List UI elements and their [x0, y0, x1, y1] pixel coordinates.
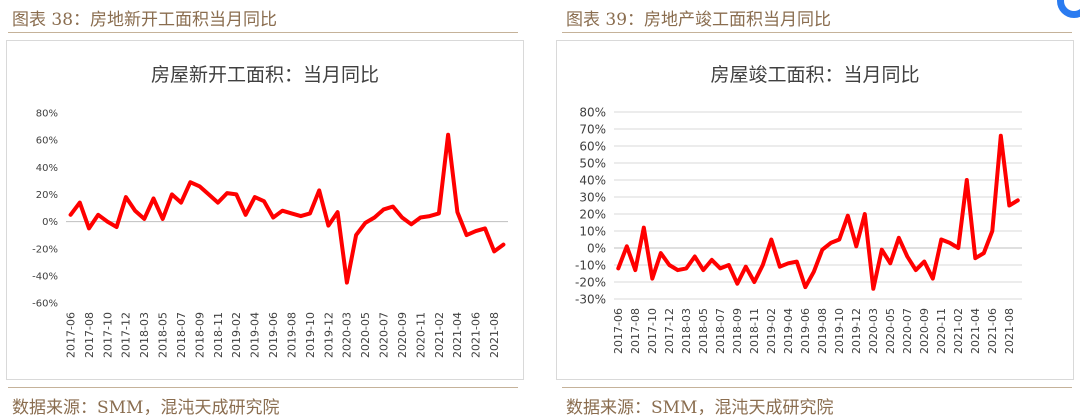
figure-caption-right: 图表 39：房地产竣工面积当月同比	[566, 10, 832, 30]
y-tick-label: 20%	[579, 207, 606, 221]
x-tick-label: 2019-02	[230, 312, 243, 358]
x-tick-label: 2017-08	[629, 308, 642, 354]
x-tick-label: 2020-07	[901, 308, 914, 354]
x-tick-label: 2019-10	[833, 308, 846, 354]
x-tick-label: 2017-06	[612, 308, 625, 354]
x-tick-label: 2018-07	[714, 308, 727, 354]
x-tick-label: 2017-08	[83, 312, 96, 358]
x-tick-label: 2021-02	[433, 312, 446, 358]
chart-right-title: 房屋竣工面积：当月同比	[710, 64, 919, 86]
y-tick-label: -10%	[575, 258, 606, 272]
x-tick-label: 2017-12	[663, 308, 676, 354]
x-tick-label: 2021-08	[488, 312, 501, 358]
y-tick-label: 60%	[579, 139, 606, 153]
y-tick-label: 80%	[579, 105, 606, 119]
y-tick-label: 0%	[587, 241, 606, 255]
chart-left-title: 房屋新开工面积：当月同比	[151, 64, 379, 86]
y-tick-label: -40%	[32, 271, 58, 282]
x-tick-label: 2018-11	[212, 312, 225, 358]
x-tick-label: 2019-08	[285, 312, 298, 358]
series-line	[616, 133, 1020, 291]
x-tick-label: 2020-05	[884, 308, 897, 354]
x-tick-label: 2019-10	[304, 312, 317, 358]
y-tick-label: 10%	[579, 224, 606, 238]
x-tick-label: 2021-04	[969, 308, 982, 354]
x-tick-label: 2020-09	[396, 312, 409, 358]
x-tick-label: 2020-11	[414, 312, 427, 358]
x-tick-label: 2020-03	[341, 312, 354, 358]
chart-right: 房屋竣工面积：当月同比 80% 70% 60% 50% 40% 30% 20% 10% 0% -1…	[556, 40, 1074, 380]
x-tick-label: 2019-08	[816, 308, 829, 354]
x-tick-label: 2021-02	[952, 308, 965, 354]
y-tick-label: -60%	[32, 299, 58, 310]
y-tick-label: 30%	[579, 190, 606, 204]
accent-circle-inner	[1064, 0, 1080, 11]
y-tick-label: 40%	[36, 163, 58, 174]
x-tick-label: 2018-05	[157, 312, 170, 358]
series-line	[68, 132, 506, 285]
y-tick-label: -30%	[575, 292, 606, 306]
y-tick-label: 70%	[579, 122, 606, 136]
x-tick-label: 2019-06	[267, 312, 280, 358]
source-right: 数据来源：SMM，混沌天成研究院	[566, 398, 834, 418]
x-tick-label: 2017-10	[101, 312, 114, 358]
x-tick-label: 2020-03	[867, 308, 880, 354]
chart-left-svg: 房屋新开工面积：当月同比 80%60%40%20%0%-20%-40%-60% …	[6, 40, 524, 380]
source-left: 数据来源：SMM，混沌天成研究院	[12, 398, 280, 418]
x-tick-label: 2019-04	[249, 312, 262, 358]
x-tick-label: 2018-09	[731, 308, 744, 354]
x-tick-label: 2019-12	[322, 312, 335, 358]
x-tick-label: 2018-07	[175, 312, 188, 358]
x-tick-label: 2021-06	[986, 308, 999, 354]
figure-caption-left: 图表 38：房地新开工面积当月同比	[12, 10, 278, 30]
caption-rule-left	[8, 32, 518, 33]
x-tick-label: 2020-07	[378, 312, 391, 358]
source-rule-right	[562, 387, 1072, 388]
x-tick-label: 2018-11	[748, 308, 761, 354]
y-tick-label: 0%	[42, 217, 58, 228]
chart-right-svg: 房屋竣工面积：当月同比 80% 70% 60% 50% 40% 30% 20% 10% 0% -1…	[556, 40, 1074, 380]
x-tick-label: 2019-12	[850, 308, 863, 354]
caption-rule-right	[562, 32, 1072, 33]
y-tick-label: 80%	[36, 109, 58, 120]
x-tick-label: 2021-06	[470, 312, 483, 358]
y-tick-label: 20%	[36, 190, 58, 201]
x-tick-label: 2019-04	[782, 308, 795, 354]
source-rule-left	[8, 387, 518, 388]
y-tick-label: 60%	[36, 136, 58, 147]
y-tick-label: -20%	[32, 244, 58, 255]
x-tick-label: 2018-05	[697, 308, 710, 354]
x-tick-label: 2020-11	[935, 308, 948, 354]
x-tick-label: 2017-12	[120, 312, 133, 358]
y-tick-label: 40%	[579, 173, 606, 187]
x-tick-label: 2018-03	[680, 308, 693, 354]
x-tick-label: 2019-06	[799, 308, 812, 354]
x-tick-label: 2018-09	[193, 312, 206, 358]
x-tick-label: 2021-08	[1003, 308, 1016, 354]
x-tick-label: 2019-02	[765, 308, 778, 354]
y-tick-label: 50%	[579, 156, 606, 170]
x-tick-label: 2018-03	[138, 312, 151, 358]
x-tick-label: 2020-09	[918, 308, 931, 354]
x-tick-label: 2020-05	[359, 312, 372, 358]
y-tick-label: -20%	[575, 275, 606, 289]
chart-left: 房屋新开工面积：当月同比 80% 60% 40% 20% 0% -20% -40% -60% …	[6, 40, 524, 380]
x-tick-label: 2017-10	[646, 308, 659, 354]
x-tick-label: 2021-04	[451, 312, 464, 358]
x-tick-label: 2017-06	[64, 312, 77, 358]
chart-right-frame	[556, 40, 1074, 380]
